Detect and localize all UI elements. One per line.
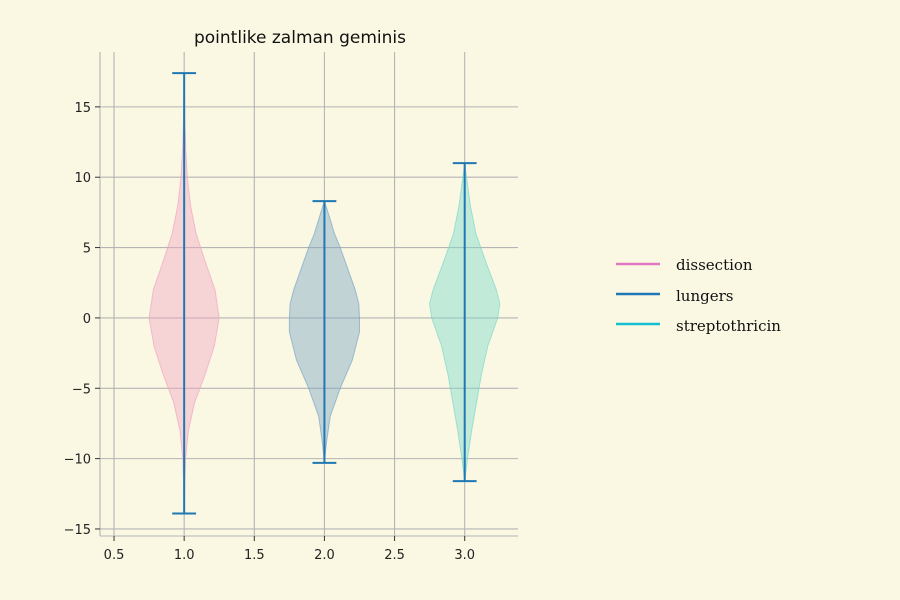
y-tick-label-6: 15 [74, 101, 91, 116]
chart-title: pointlike zalman geminis [194, 28, 406, 48]
x-tick-label-0: 0.5 [104, 548, 125, 563]
legend: dissection lungers streptothricin [616, 256, 781, 335]
legend-label-streptothricin: streptothricin [676, 317, 781, 335]
x-tick-label-4: 2.5 [384, 548, 405, 563]
x-tick-label-1: 1.0 [174, 548, 195, 563]
legend-item-lungers: lungers [616, 287, 733, 305]
legend-item-streptothricin: streptothricin [616, 317, 781, 335]
legend-label-lungers: lungers [676, 287, 733, 305]
legend-label-dissection: dissection [676, 256, 753, 274]
y-tick-label-4: 5 [83, 242, 91, 257]
y-tick-label-5: 10 [74, 171, 91, 186]
violins [148, 72, 501, 515]
legend-item-dissection: dissection [616, 256, 753, 274]
x-tick-label-3: 2.0 [314, 548, 335, 563]
x-tick-label-2: 1.5 [244, 548, 265, 563]
y-tick-label-3: 0 [83, 312, 91, 327]
x-tick-label-5: 3.0 [454, 548, 475, 563]
y-tick-label-2: −5 [72, 382, 91, 397]
y-tick-label-0: −15 [64, 523, 91, 538]
y-tick-label-1: −10 [64, 453, 91, 468]
axes: 0.5 1.0 1.5 2.0 2.5 3.0 −15 −10 −5 0 5 10 15 [64, 52, 518, 563]
